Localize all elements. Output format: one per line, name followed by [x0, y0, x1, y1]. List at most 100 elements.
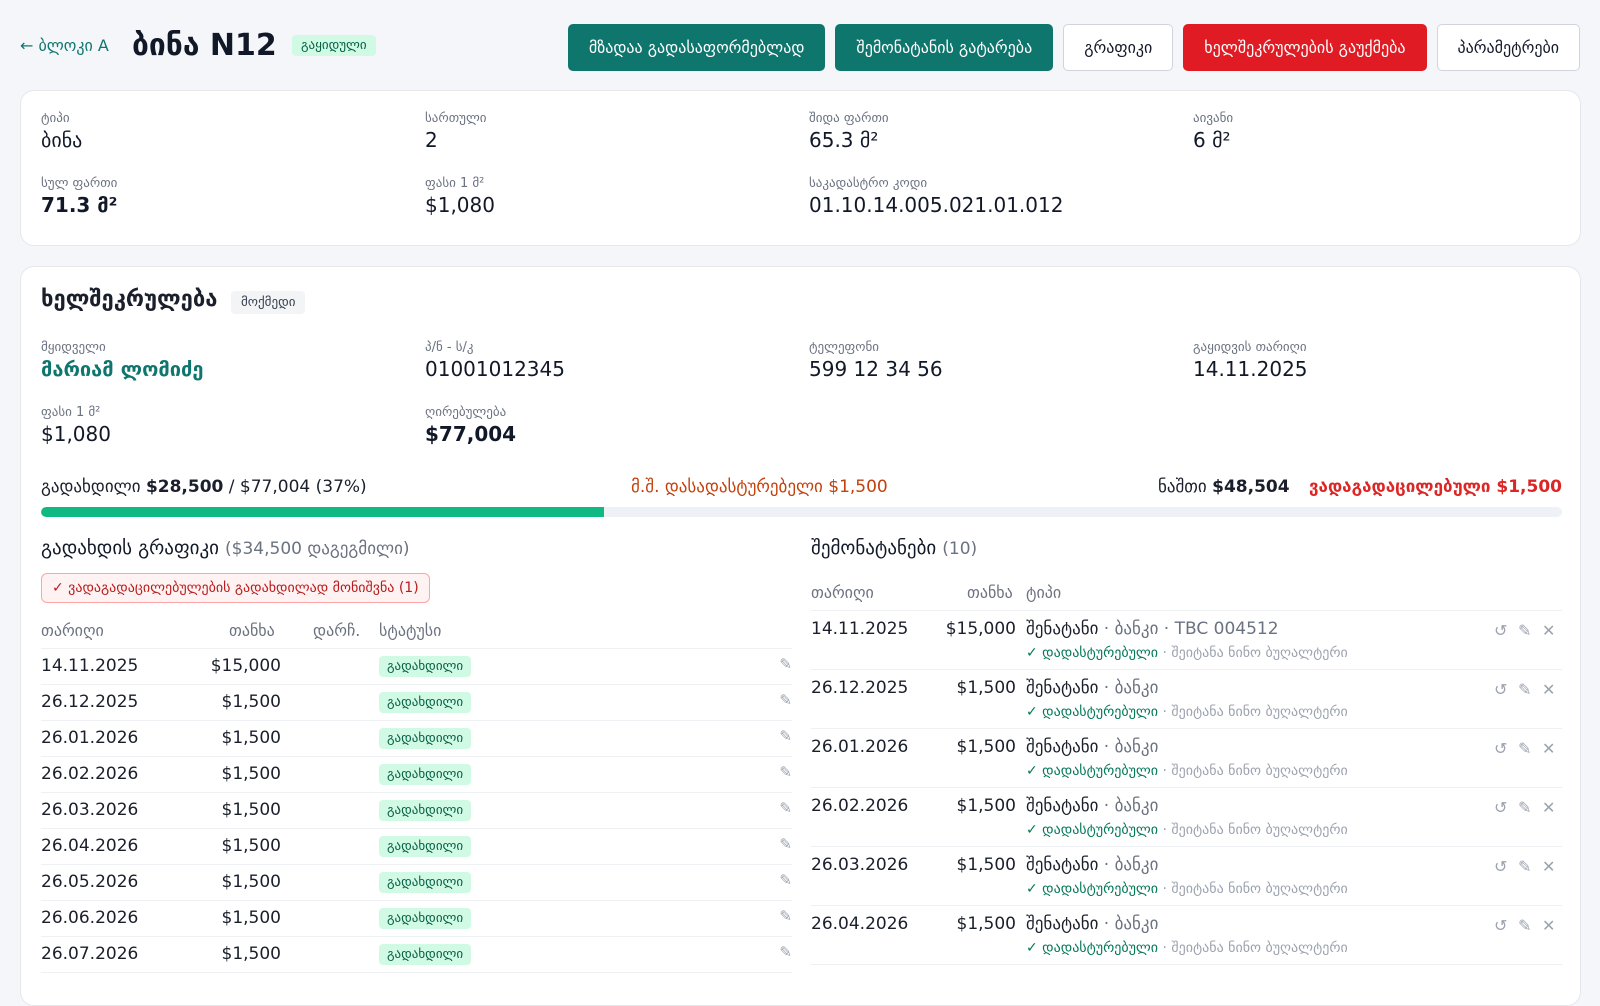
type-label: შენატანი	[1026, 914, 1099, 934]
cancel-contract-button[interactable]: ხელშეკრულების გაუქმება	[1183, 24, 1427, 71]
edit-icon[interactable]: ✎	[779, 691, 792, 709]
edit-icon[interactable]: ✎	[1518, 798, 1532, 817]
list-item: 26.04.2026 $1,500 შენატანი · ბანკი ✓ დადასტ…	[811, 906, 1562, 965]
field-total-area: სულ ფართი 71.3 მ²	[41, 176, 117, 217]
schedule-planned: ($34,500 დაგეგმილი)	[225, 539, 410, 559]
edit-icon[interactable]: ✎	[779, 727, 792, 745]
edit-icon[interactable]: ✎	[1518, 680, 1532, 699]
edit-icon[interactable]: ✎	[779, 835, 792, 853]
row-status: ✓ დადასტურებული · შეიტანა ნინო ბუღალტერი	[1026, 645, 1348, 661]
row-type: შენატანი · ბანკი	[1026, 796, 1158, 816]
type-label: შენატანი	[1026, 855, 1099, 875]
field-phone: ტელეფონი 599 12 34 56	[809, 340, 943, 381]
overdue-amount: ვადაგადაცილებული $1,500	[1308, 477, 1562, 497]
undo-icon[interactable]: ↺	[1494, 857, 1508, 876]
row-status: ✓ დადასტურებული · შეიტანა ნინო ბუღალტერი	[1026, 940, 1348, 956]
settings-button[interactable]: პარამეტრები	[1436, 24, 1580, 71]
row-date: 14.11.2025	[811, 619, 909, 639]
row-type: შენატანი · ბანკი	[1026, 914, 1158, 934]
schedule-title: გადახდის გრაფიკი	[41, 537, 219, 559]
type-label: შენატანი	[1026, 737, 1099, 757]
record-income-button[interactable]: შემონატანის გატარება	[835, 24, 1054, 71]
edit-icon[interactable]: ✎	[779, 655, 792, 673]
field-label: ფასი 1 მ²	[425, 176, 485, 191]
row-date: 26.12.2025	[811, 678, 909, 698]
delete-icon[interactable]: ✕	[1542, 916, 1556, 935]
row-date: 26.12.2025	[41, 692, 139, 712]
field-sale-date: გაყიდვის თარიღი 14.11.2025	[1193, 340, 1308, 381]
delete-icon[interactable]: ✕	[1542, 680, 1556, 699]
row-date: 26.02.2026	[41, 764, 139, 784]
undo-icon[interactable]: ↺	[1494, 916, 1508, 935]
confirmed-label: ✓ დადასტურებული	[1026, 704, 1159, 720]
edit-icon[interactable]: ✎	[779, 763, 792, 781]
field-label: მყიდველი	[41, 340, 106, 355]
row-type: შენატანი · ბანკი	[1026, 737, 1158, 757]
col-status: სტატუსი	[379, 621, 442, 640]
confirmed-label: ✓ დადასტურებული	[1026, 940, 1159, 956]
delete-icon[interactable]: ✕	[1542, 739, 1556, 758]
col-amount: თანხა	[967, 583, 1013, 602]
row-date: 26.03.2026	[41, 800, 139, 820]
col-type: ტიპი	[1026, 583, 1062, 602]
edit-icon[interactable]: ✎	[779, 871, 792, 889]
status-badge: გადახდილი	[379, 872, 472, 893]
row-amount: $1,500	[221, 692, 281, 712]
row-amount: $1,500	[956, 678, 1016, 698]
status-badge: გაყიდული	[292, 35, 376, 56]
undo-icon[interactable]: ↺	[1494, 680, 1508, 699]
field-label: აივანი	[1193, 111, 1234, 126]
undo-icon[interactable]: ↺	[1494, 621, 1508, 640]
paid-label: გადახდილი	[41, 477, 141, 497]
status-badge: გადახდილი	[379, 764, 472, 785]
incomes-count: (10)	[942, 539, 978, 559]
row-type: შენატანი · ბანკი	[1026, 855, 1158, 875]
delete-icon[interactable]: ✕	[1542, 798, 1556, 817]
row-amount: $1,500	[221, 800, 281, 820]
row-status: ✓ დადასტურებული · შეიტანა ნინო ბუღალტერი	[1026, 881, 1348, 897]
field-value: 14.11.2025	[1193, 357, 1308, 381]
field-value: $77,004	[425, 422, 517, 446]
table-row: 26.02.2026 $1,500 გადახდილი ✎	[41, 757, 792, 793]
back-link-block-a[interactable]: ← ბლოკი A	[20, 36, 109, 55]
edit-icon[interactable]: ✎	[779, 799, 792, 817]
field-label: შიდა ფართი	[809, 111, 889, 126]
undo-icon[interactable]: ↺	[1494, 798, 1508, 817]
row-amount: $1,500	[956, 855, 1016, 875]
field-value: 01.10.14.005.021.01.012	[809, 193, 1064, 217]
row-date: 26.04.2026	[811, 914, 909, 934]
edit-icon[interactable]: ✎	[779, 943, 792, 961]
edit-icon[interactable]: ✎	[1518, 916, 1532, 935]
incomes-heading: შემონატანები (10)	[811, 537, 1562, 559]
field-label: საკადასტრო კოდი	[809, 176, 928, 191]
mark-overdue-paid-button[interactable]: ✓ ვადაგადაცილებულების გადახდილად მონიშვნ…	[41, 573, 430, 603]
list-item: 26.01.2026 $1,500 შენატანი · ბანკი ✓ დადასტ…	[811, 729, 1562, 788]
delete-icon[interactable]: ✕	[1542, 621, 1556, 640]
row-amount: $1,500	[221, 872, 281, 892]
edit-icon[interactable]: ✎	[1518, 739, 1532, 758]
edit-icon[interactable]: ✎	[1518, 857, 1532, 876]
entered-by: · შეიტანა ნინო ბუღალტერი	[1162, 881, 1348, 897]
field-value: 2	[425, 128, 438, 152]
buyer-name-link[interactable]: მარიამ ლომიძე	[41, 357, 204, 381]
row-date: 26.01.2026	[811, 737, 909, 757]
row-date: 26.03.2026	[811, 855, 909, 875]
status-badge: გადახდილი	[379, 944, 472, 965]
type-details: · ბანკი	[1103, 737, 1159, 757]
entered-by: · შეიტანა ნინო ბუღალტერი	[1162, 940, 1348, 956]
field-label: ტიპი	[41, 111, 70, 126]
incomes-section: შემონატანები (10) თარიღი თანხა ტიპი 14.1…	[811, 537, 1562, 965]
field-contract-value: ღირებულება $77,004	[425, 405, 516, 446]
edit-icon[interactable]: ✎	[779, 907, 792, 925]
field-inner-area: შიდა ფართი 65.3 მ²	[809, 111, 889, 152]
incomes-title: შემონატანები	[811, 537, 937, 559]
ready-for-transfer-button[interactable]: მზადაა გადასაფორმებლად	[567, 24, 826, 71]
delete-icon[interactable]: ✕	[1542, 857, 1556, 876]
schedule-button[interactable]: გრაფიკი	[1063, 24, 1174, 71]
paid-total: / $77,004 (37%)	[228, 477, 367, 497]
edit-icon[interactable]: ✎	[1518, 621, 1532, 640]
type-details: · ბანკი	[1103, 914, 1159, 934]
payment-schedule-section: გადახდის გრაფიკი ($34,500 დაგეგმილი) ✓ ვ…	[41, 537, 792, 973]
undo-icon[interactable]: ↺	[1494, 739, 1508, 758]
paid-amount: $28,500	[145, 477, 224, 497]
